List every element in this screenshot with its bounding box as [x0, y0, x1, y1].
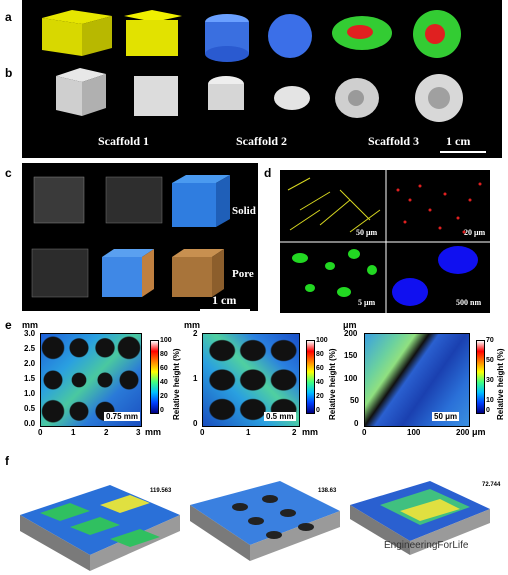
- surface-1: [20, 485, 180, 571]
- panel-c-solid-label: Solid: [232, 205, 256, 217]
- panel-d-scale-1: 50 μm: [356, 228, 378, 237]
- map1-cbar-tick: 100: [160, 337, 172, 344]
- map3-scale: 50 μm: [432, 412, 460, 421]
- map2-unit-top: mm: [184, 320, 201, 330]
- scaffold3-red-green: [332, 10, 461, 58]
- scaffold2-white: [208, 76, 310, 110]
- panel-c-scale-bar: [200, 309, 250, 311]
- scaffold-renders: [42, 10, 463, 122]
- map3-ytick: 50: [350, 396, 359, 405]
- map1-cbar-label: Relative height (%): [172, 348, 181, 420]
- map1-ytick: 1.0: [24, 389, 36, 398]
- panel-b-label: b: [5, 66, 13, 80]
- map2-ytick: 0: [193, 419, 198, 428]
- map1-cbar-tick: 20: [160, 393, 168, 400]
- surface1-max: 119.563: [150, 488, 172, 494]
- map1-colorbar: [150, 340, 159, 414]
- map1-scale: 0.75 mm: [104, 412, 141, 421]
- map2-xtick: 1: [246, 428, 251, 437]
- panel-d-scale-4: 500 nm: [456, 298, 482, 307]
- surface-2: [190, 481, 340, 561]
- panel-d-scale-3: 5 μm: [358, 298, 376, 307]
- map2-colorbar: [306, 340, 315, 414]
- map2-ytick: 2: [193, 329, 198, 338]
- map3-cbar-tick: 10: [486, 397, 494, 404]
- panel-b-scale-label: 1 cm: [446, 134, 471, 148]
- panel-c-scale-label: 1 cm: [212, 293, 237, 307]
- map2-heatmap: [202, 333, 300, 427]
- map1-xtick: 3: [136, 428, 141, 437]
- caption-scaffold-2: Scaffold 2: [236, 134, 287, 148]
- map1-ytick: 3.0: [24, 329, 36, 338]
- surface-plots: [20, 481, 490, 571]
- fluorescence-images: [280, 170, 490, 313]
- map1-cbar-tick: 60: [160, 365, 168, 372]
- panel-f-label: f: [5, 454, 9, 468]
- panel-d-label: d: [264, 166, 272, 180]
- map3-unit-top: μm: [343, 320, 357, 330]
- scaffold3-white: [335, 74, 463, 122]
- map1-unit-top: mm: [22, 320, 39, 330]
- map2-cbar-label: Relative height (%): [328, 348, 337, 420]
- map2-ytick: 1: [193, 374, 198, 383]
- microct-renders: [31, 175, 230, 298]
- map1-ytick: 2.0: [24, 359, 36, 368]
- map2-cbar-tick: 0: [316, 407, 320, 414]
- map3-cbar-label: Relative height (%): [496, 348, 505, 420]
- map2-scale: 0.5 mm: [264, 412, 296, 421]
- map2-cbar-tick: 80: [316, 351, 324, 358]
- map1-ytick: 2.5: [24, 344, 36, 353]
- map1-ytick: 0.0: [24, 419, 36, 428]
- map3-colorbar: [476, 340, 485, 414]
- map1-xtick: 1: [71, 428, 76, 437]
- map3-x-unit: μm: [472, 427, 486, 437]
- map3-heatmap: [364, 333, 470, 427]
- map3-cbar-tick: 50: [486, 357, 494, 364]
- scaffold1-yellow: [42, 10, 182, 56]
- surface3-max: 72.744: [482, 482, 501, 488]
- map1-cbar-tick: 80: [160, 351, 168, 358]
- map2-cbar-tick: 100: [316, 337, 328, 344]
- map3-xtick: 100: [407, 428, 421, 437]
- map1-heatmap: [40, 333, 142, 427]
- panel-d-scale-2: 20 μm: [464, 228, 486, 237]
- watermark: EngineeringForLife: [384, 540, 469, 551]
- panel-b-scale-bar: [440, 151, 486, 153]
- map3-ytick: 0: [354, 419, 359, 428]
- map2-xtick: 2: [292, 428, 297, 437]
- map3-ytick: 150: [344, 351, 358, 360]
- map3-ytick: 200: [344, 329, 358, 338]
- map1-ytick: 0.5: [24, 404, 36, 413]
- map1-xtick: 2: [104, 428, 109, 437]
- map2-cbar-tick: 60: [316, 365, 324, 372]
- map3-ytick: 100: [344, 374, 358, 383]
- map3-cbar-tick: 30: [486, 377, 494, 384]
- map1-x-unit: mm: [145, 427, 162, 437]
- panel-c-label: c: [5, 166, 12, 180]
- map3-xtick: 0: [362, 428, 367, 437]
- map1-cbar-tick: 40: [160, 379, 168, 386]
- surface-3: [350, 481, 490, 555]
- scaffold2-blue: [205, 14, 312, 62]
- map3-xtick: 200: [456, 428, 470, 437]
- map1-cbar-tick: 0: [160, 407, 164, 414]
- panel-a-label: a: [5, 10, 12, 24]
- scaffold1-white: [56, 68, 178, 116]
- caption-scaffold-1: Scaffold 1: [98, 134, 149, 148]
- panel-c-pore-label: Pore: [232, 268, 254, 280]
- caption-scaffold-3: Scaffold 3: [368, 134, 419, 148]
- map2-cbar-tick: 20: [316, 393, 324, 400]
- map3-cbar-tick: 0: [486, 407, 490, 414]
- map3-cbar-tick: 70: [486, 337, 494, 344]
- map1-ytick: 1.5: [24, 374, 36, 383]
- map2-x-unit: mm: [302, 427, 319, 437]
- surface2-max: 138.63: [318, 488, 337, 494]
- map1-xtick: 0: [38, 428, 43, 437]
- map2-xtick: 0: [200, 428, 205, 437]
- map2-cbar-tick: 40: [316, 379, 324, 386]
- panel-e-label: e: [5, 318, 12, 332]
